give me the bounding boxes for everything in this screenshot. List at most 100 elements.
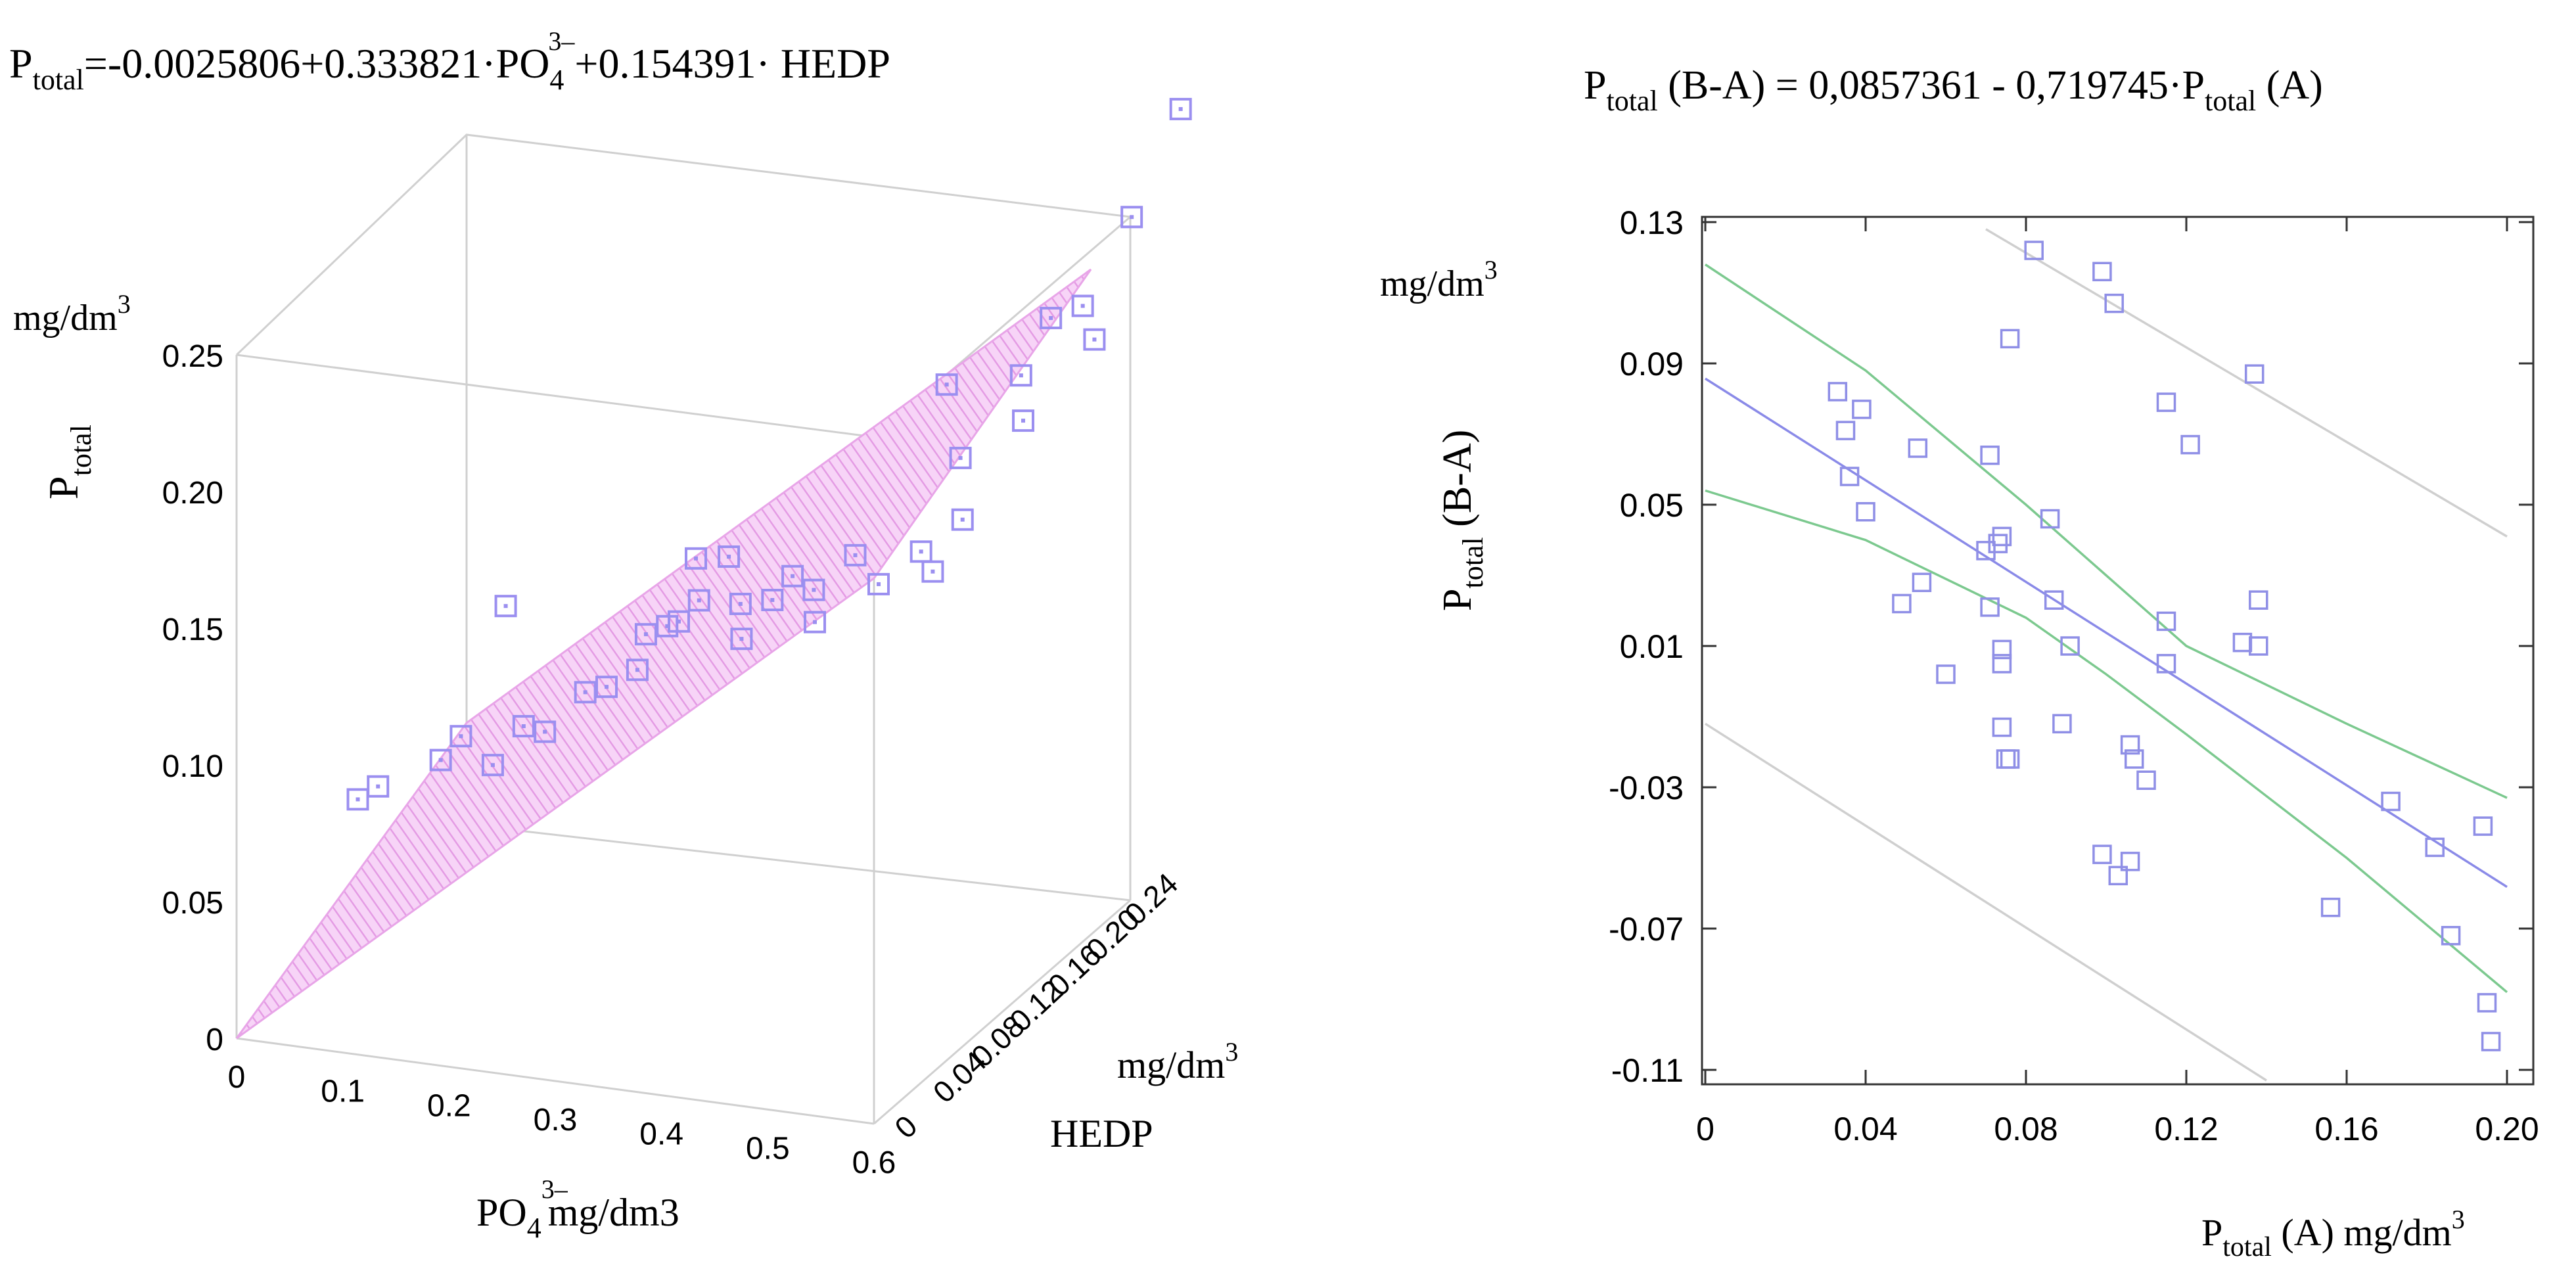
data-point-3d <box>1169 97 1192 120</box>
data-point-2d <box>1980 597 2000 617</box>
data-point-2d <box>2477 993 2497 1013</box>
title-3d-p: P <box>9 40 33 87</box>
z-axis-unit: mg/dm3 <box>13 289 131 338</box>
data-point-2d <box>2108 865 2128 886</box>
data-point-2d <box>2124 749 2144 769</box>
chart-2d-regression: Ptotal (B-A) = 0,0857361 - 0,719745·Ptot… <box>1380 63 2539 1262</box>
data-point-3d <box>534 720 557 743</box>
data-point-2d <box>2052 714 2072 733</box>
x-tick-label-2d: 0.20 <box>2475 1111 2539 1147</box>
data-point-2d <box>2060 636 2080 656</box>
data-point-3d <box>802 578 825 601</box>
data-point-2d <box>2232 632 2253 653</box>
data-point-2d <box>2000 749 2020 769</box>
data-point-3d <box>346 788 369 811</box>
x-axis-ticks: 0 0.1 0.2 0.3 0.4 0.5 0.6 <box>228 1060 896 1180</box>
data-point-3d <box>449 725 472 748</box>
title-3d-rest: +0.154391· HEDP <box>574 40 890 87</box>
data-point-2d <box>1992 717 2012 737</box>
data-point-2d <box>2156 392 2176 412</box>
y-axis-title-2d: Ptotal (B-A) <box>1435 430 1489 611</box>
y-axis-unit-2d: mg/dm3 <box>1380 255 1498 304</box>
data-point-3d <box>729 592 752 615</box>
data-point-2d <box>2156 654 2176 674</box>
data-point-2d <box>1988 534 2008 553</box>
box-front-top-edge <box>236 354 875 438</box>
x-tick-label: 0.1 <box>321 1074 365 1109</box>
data-point-2d <box>1996 749 2016 769</box>
z-unit-sup: 3 <box>118 289 131 319</box>
data-point-3d <box>668 610 690 633</box>
data-point-3d <box>656 614 679 637</box>
title-2d-p2-rest: (A) <box>2256 63 2323 108</box>
data-point-2d <box>1992 526 2012 547</box>
regression-lines <box>1705 228 2508 1082</box>
y2-unit-sup: 3 <box>1484 255 1498 285</box>
x-tick-label: 0.3 <box>534 1103 578 1138</box>
x-title-sup: 3– <box>541 1174 568 1204</box>
z-title-p: P <box>40 476 87 499</box>
data-point-3d <box>687 589 710 612</box>
y-axis-ticks: 00.040.080.120.160.200.24 <box>888 866 1184 1145</box>
data-point-3d <box>781 564 804 587</box>
data-points-2d <box>1828 241 2501 1051</box>
z-title-sub: total <box>65 425 97 476</box>
data-point-2d <box>1856 502 1875 522</box>
data-point-3d <box>951 508 974 531</box>
data-point-3d <box>909 540 932 563</box>
box-floor-right-edge <box>873 899 1131 1125</box>
data-point-3d <box>1040 306 1063 329</box>
title-3d-ion: PO <box>496 40 550 87</box>
data-point-3d <box>1120 206 1143 229</box>
y-tick-label-2d: 0.09 <box>1620 346 1684 382</box>
y2-title-rest: (B-A) <box>1435 430 1480 538</box>
data-point-2d <box>2381 791 2401 812</box>
data-point-3d <box>512 715 535 738</box>
z-tick-label: 0 <box>206 1023 223 1057</box>
z-tick-label: 0.10 <box>162 749 223 784</box>
axis-ticks-2d <box>1702 217 2533 1084</box>
line-confidence-lower <box>1705 489 2508 994</box>
x-tick-label: 0.6 <box>852 1145 896 1180</box>
x-tick-labels: 0 0.04 0.08 0.12 0.16 0.20 <box>1696 1111 2539 1147</box>
data-point-2d <box>1992 654 2012 674</box>
data-point-2d <box>2000 329 2020 349</box>
y-tick-label-2d: 0.13 <box>1620 204 1684 241</box>
z-axis-ticks: 0 0.05 0.10 0.15 0.20 0.25 <box>162 339 223 1057</box>
title-3d-equation: =-0.0025806+0.333821· <box>84 40 496 87</box>
x-tick-label: 0.4 <box>639 1117 683 1152</box>
data-point-2d <box>1852 400 1872 419</box>
data-point-2d <box>2425 837 2445 858</box>
x-title-sub: 4 <box>527 1212 541 1244</box>
data-point-2d <box>2120 735 2140 755</box>
z-tick-label: 0.15 <box>162 612 223 647</box>
y-tick-label-2d: -0.11 <box>1611 1052 1684 1089</box>
x2-title-rest: (A) mg/dm <box>2272 1211 2452 1254</box>
data-point-2d <box>2320 898 2341 917</box>
data-point-2d <box>1835 421 1856 440</box>
x-tick-label-2d: 0.08 <box>1994 1111 2058 1147</box>
data-point-2d <box>1992 639 2012 660</box>
data-point-3d <box>595 676 618 699</box>
data-point-2d <box>2481 1032 2501 1051</box>
z-unit-text: mg/dm <box>13 298 118 338</box>
y-tick-label-2d: -0.03 <box>1609 770 1684 806</box>
x-title-unit: mg/dm3 <box>548 1191 679 1234</box>
y2-title-p: P <box>1435 589 1480 611</box>
y-tick-label-2d: 0.01 <box>1620 628 1684 665</box>
regression-plane <box>235 268 1092 1040</box>
z-tick-label: 0.05 <box>162 886 223 921</box>
data-point-3d <box>1083 328 1106 351</box>
chart-3d-title: Ptotal=-0.0025806+0.333821·PO4 3–+0.15439… <box>9 26 890 96</box>
data-point-3d <box>494 595 517 618</box>
title-3d-p-sub: total <box>33 64 84 96</box>
data-point-3d <box>761 589 784 612</box>
data-points-3d <box>346 97 1192 811</box>
data-point-3d <box>921 560 944 583</box>
title-3d-ion-sup: 3– <box>548 26 575 56</box>
data-point-3d <box>718 545 741 568</box>
title-2d-p2-sub: total <box>2205 85 2256 117</box>
data-point-3d <box>867 572 890 595</box>
data-point-2d <box>1912 572 1932 592</box>
plot-frame <box>1701 216 2535 1086</box>
